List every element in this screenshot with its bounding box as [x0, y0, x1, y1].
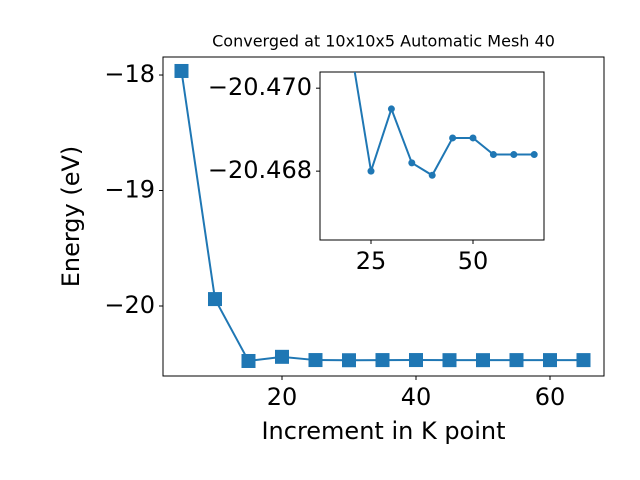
y-tick-label: −20: [104, 291, 155, 319]
marker: [509, 353, 524, 368]
marker: [542, 353, 557, 368]
x-axis-label: Increment in K point: [261, 417, 505, 445]
plot-area: [319, 71, 545, 241]
x-tick-label: 25: [356, 247, 387, 275]
line: [353, 72, 535, 177]
y-tick-label: −20.470: [208, 73, 312, 101]
marker: [367, 167, 375, 175]
marker: [530, 151, 538, 159]
marker: [428, 171, 436, 179]
x-tick-label: 40: [401, 383, 432, 411]
marker: [308, 353, 323, 368]
chart-title: Converged at 10x10x5 Automatic Mesh 40: [212, 32, 555, 51]
y-tick-label: −20.468: [208, 156, 312, 184]
marker: [375, 353, 390, 368]
marker: [469, 134, 477, 142]
marker: [387, 105, 395, 113]
series: [353, 72, 538, 179]
marker: [207, 292, 222, 307]
marker: [341, 353, 356, 368]
y-tick-label: −18: [104, 60, 155, 88]
y-axis-label: Energy (eV): [57, 146, 85, 288]
marker: [274, 349, 289, 364]
marker: [489, 151, 497, 159]
marker: [576, 353, 591, 368]
marker: [408, 353, 423, 368]
marker: [241, 353, 256, 368]
y-tick-label: −19: [104, 176, 155, 204]
series: [174, 63, 591, 368]
x-tick-label: 50: [458, 247, 489, 275]
x-tick-label: 60: [535, 383, 566, 411]
marker: [510, 151, 518, 159]
marker: [442, 353, 457, 368]
marker: [408, 159, 416, 167]
marker: [174, 63, 189, 78]
marker: [475, 353, 490, 368]
marker: [449, 134, 457, 142]
x-tick-label: 20: [267, 383, 298, 411]
